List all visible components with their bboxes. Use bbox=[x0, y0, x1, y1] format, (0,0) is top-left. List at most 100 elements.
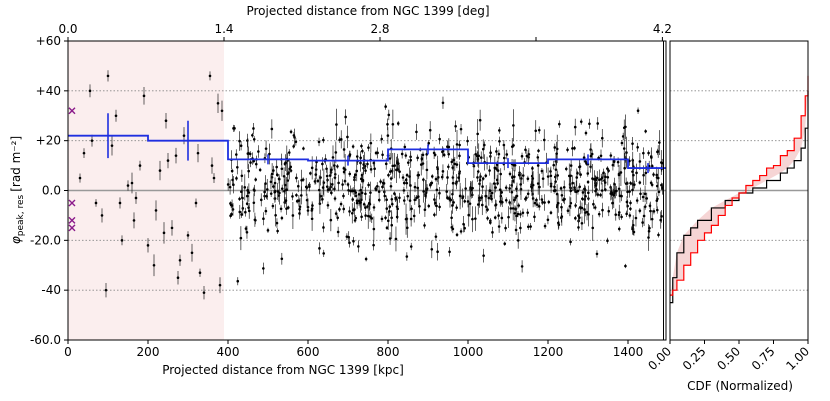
data-point bbox=[252, 127, 255, 130]
data-point bbox=[353, 173, 357, 177]
data-point bbox=[463, 226, 466, 230]
data-point bbox=[336, 230, 340, 234]
data-point bbox=[359, 156, 362, 160]
y-axis-ticks: +60 +40 +20 0.0 -20.0 -40 -60.0 bbox=[30, 34, 68, 347]
data-point bbox=[478, 118, 482, 122]
data-point bbox=[390, 198, 394, 201]
data-point bbox=[517, 173, 521, 177]
data-point bbox=[514, 228, 518, 232]
data-point bbox=[341, 183, 344, 186]
data-point bbox=[621, 135, 625, 138]
data-point bbox=[110, 144, 114, 147]
data-point bbox=[434, 177, 438, 181]
data-point bbox=[581, 197, 584, 201]
data-point bbox=[494, 203, 498, 206]
data-point bbox=[245, 230, 249, 234]
data-point bbox=[384, 162, 388, 166]
data-point bbox=[182, 134, 186, 137]
data-point bbox=[336, 165, 339, 168]
data-point bbox=[603, 181, 607, 184]
data-point bbox=[305, 186, 309, 189]
data-point bbox=[212, 176, 216, 180]
data-point bbox=[459, 127, 463, 131]
data-point bbox=[461, 196, 464, 200]
data-point bbox=[402, 181, 406, 185]
data-point bbox=[322, 138, 325, 142]
data-point bbox=[560, 215, 564, 218]
data-point bbox=[318, 247, 321, 250]
data-point bbox=[562, 185, 566, 189]
data-point bbox=[82, 151, 86, 155]
data-point bbox=[404, 154, 408, 157]
data-point bbox=[476, 176, 479, 179]
data-point bbox=[631, 170, 634, 173]
data-point bbox=[536, 182, 540, 185]
data-point bbox=[625, 212, 628, 216]
data-point bbox=[276, 190, 279, 193]
data-point bbox=[269, 192, 273, 195]
data-point bbox=[592, 202, 595, 206]
data-point bbox=[262, 217, 265, 221]
data-point bbox=[402, 189, 406, 192]
data-point bbox=[451, 204, 454, 207]
main-panel: 0 200 400 600 800 1000 1200 1400 0.0 1.4 2.8 4.2 +… bbox=[9, 4, 672, 377]
data-point bbox=[502, 143, 506, 147]
data-point bbox=[360, 215, 363, 219]
data-point bbox=[369, 168, 373, 171]
data-point bbox=[326, 188, 330, 192]
data-point bbox=[487, 196, 491, 200]
x-tick-label: 1200 bbox=[533, 345, 564, 359]
data-point bbox=[314, 168, 318, 171]
data-point bbox=[277, 177, 281, 181]
data-point bbox=[569, 189, 573, 193]
data-point bbox=[491, 231, 494, 234]
data-point bbox=[573, 186, 576, 189]
cdf-inner-line bbox=[670, 75, 809, 296]
data-point bbox=[126, 184, 130, 187]
data-point bbox=[328, 174, 332, 177]
data-point bbox=[286, 179, 290, 182]
data-point bbox=[475, 154, 479, 158]
data-point bbox=[450, 160, 454, 164]
data-point bbox=[254, 218, 257, 222]
data-point bbox=[455, 143, 459, 146]
data-point bbox=[186, 234, 190, 237]
data-point bbox=[652, 173, 655, 176]
data-point bbox=[454, 124, 457, 128]
data-point bbox=[114, 114, 118, 118]
data-point bbox=[573, 146, 576, 150]
data-point bbox=[310, 207, 314, 210]
data-point bbox=[246, 152, 250, 155]
data-point bbox=[280, 167, 284, 171]
data-point bbox=[509, 207, 513, 210]
data-point bbox=[238, 197, 241, 201]
data-point bbox=[366, 214, 370, 218]
data-point bbox=[649, 209, 652, 213]
data-point bbox=[628, 190, 631, 193]
cdf-x-ticks: 0.00 0.25 0.50 0.75 1.00 bbox=[645, 340, 812, 373]
data-point bbox=[302, 147, 305, 150]
data-point bbox=[524, 196, 528, 200]
data-point bbox=[617, 227, 621, 231]
data-point bbox=[354, 191, 358, 194]
data-point bbox=[369, 141, 373, 145]
data-point bbox=[514, 207, 517, 211]
data-point bbox=[638, 181, 642, 184]
data-point bbox=[330, 183, 334, 186]
data-point bbox=[319, 176, 322, 179]
data-point bbox=[264, 182, 267, 185]
top-tick-label: 0.0 bbox=[58, 22, 77, 36]
data-point bbox=[385, 207, 389, 210]
data-point bbox=[361, 149, 364, 153]
data-point bbox=[236, 166, 239, 169]
x-tick-label: 0 bbox=[64, 345, 72, 359]
data-point bbox=[279, 207, 283, 211]
data-point bbox=[647, 151, 650, 155]
data-point bbox=[538, 185, 541, 189]
data-point bbox=[635, 199, 639, 202]
data-point bbox=[554, 189, 557, 192]
data-point bbox=[498, 139, 501, 143]
data-point bbox=[433, 198, 436, 201]
data-point bbox=[316, 179, 320, 183]
data-point bbox=[451, 181, 455, 185]
